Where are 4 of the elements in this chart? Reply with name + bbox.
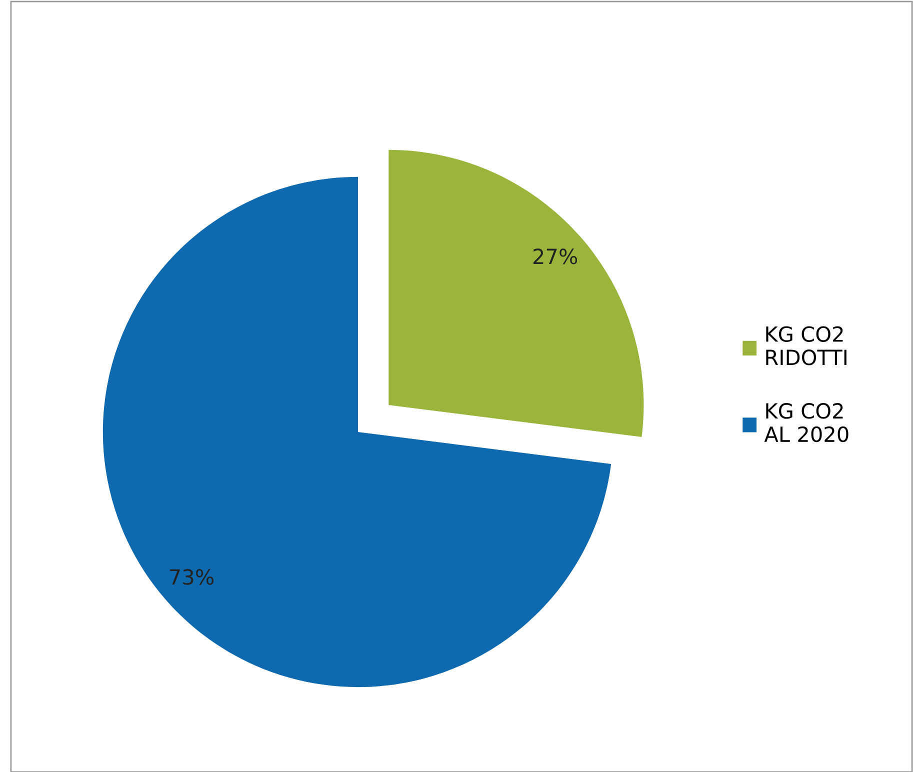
legend-label: KG CO2 AL 2020: [764, 403, 848, 442]
data-label: 73%: [170, 569, 214, 585]
data-label: 27%: [533, 248, 578, 264]
legend-label: KG CO2 RIDOTTI: [766, 326, 846, 366]
